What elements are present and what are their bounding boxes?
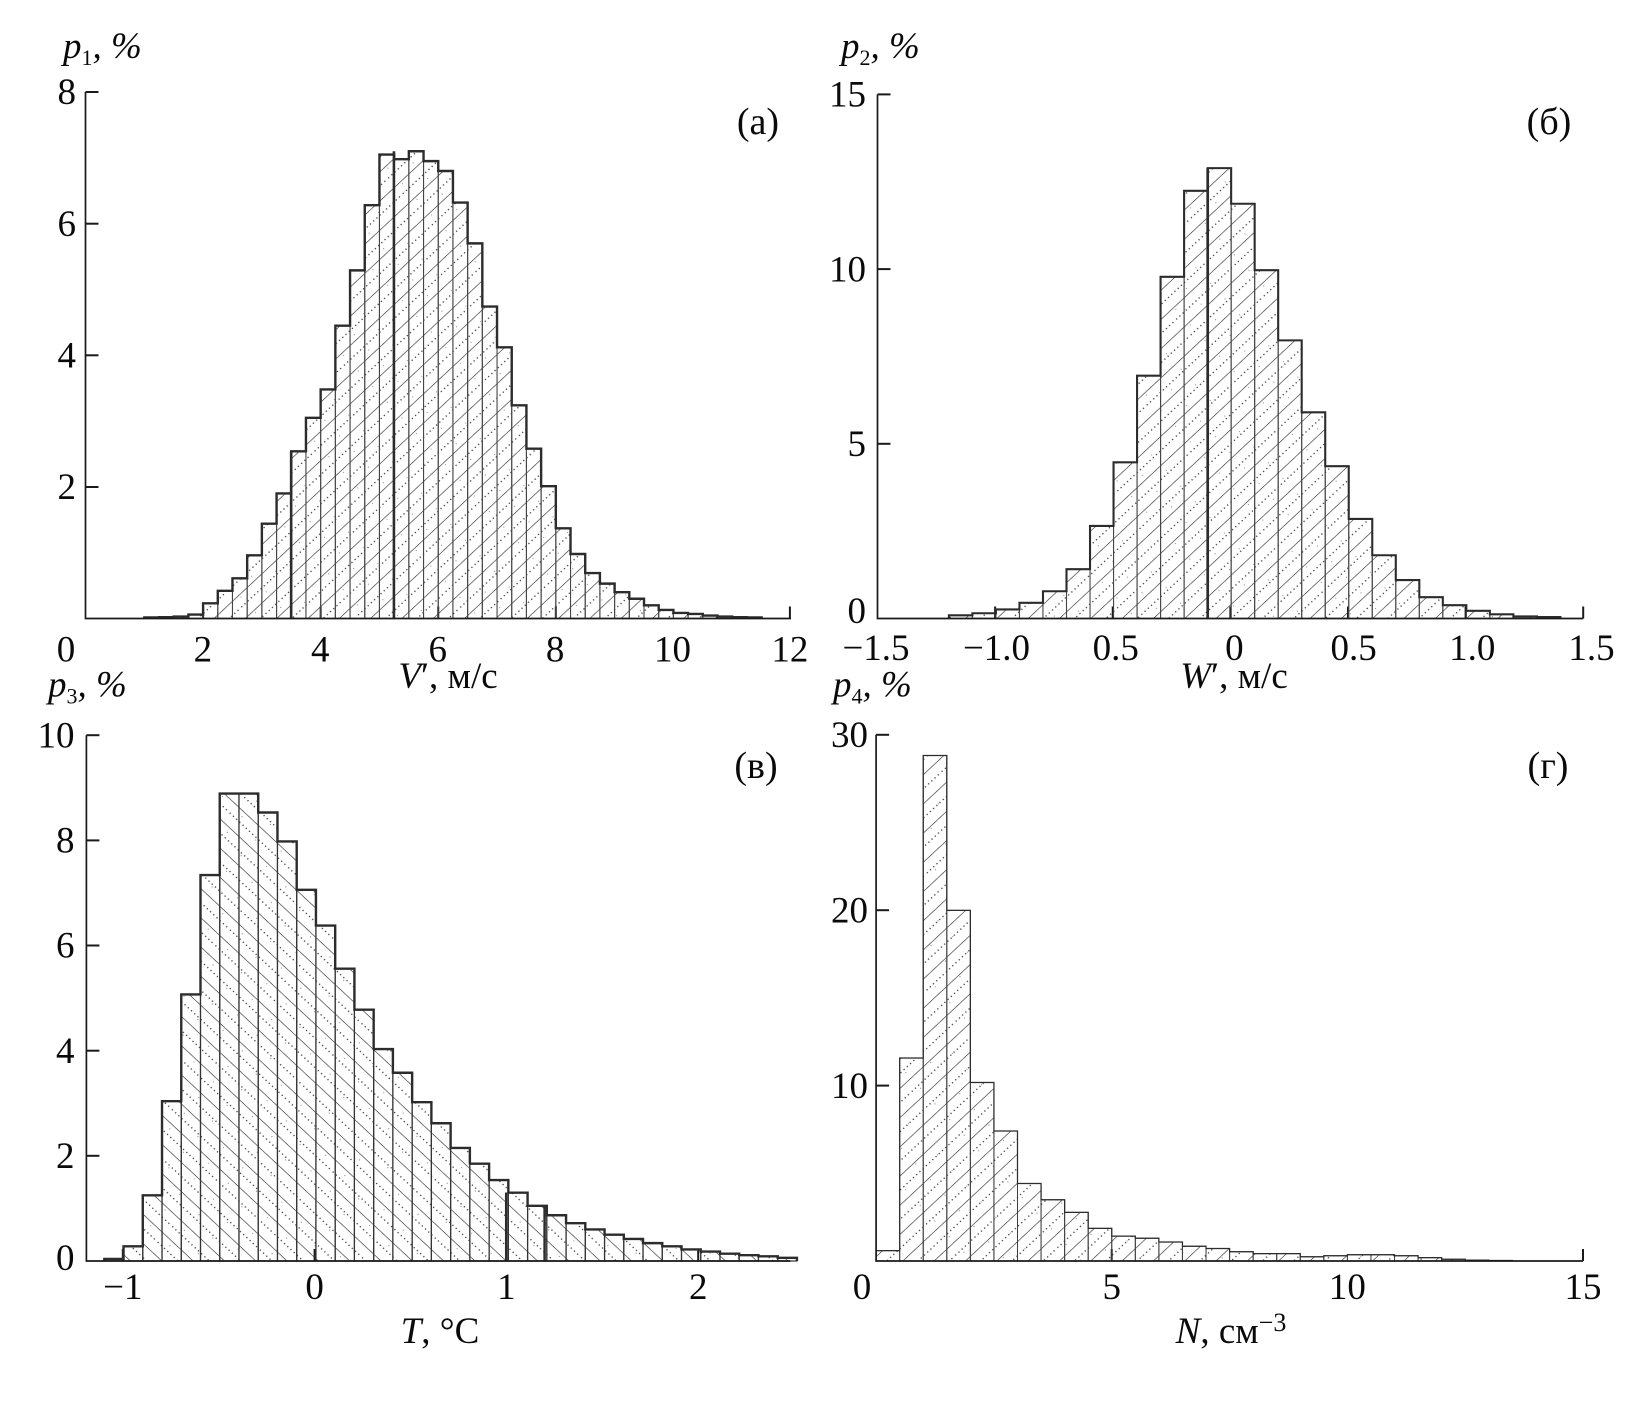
svg-text:(в): (в) <box>734 745 777 787</box>
svg-text:6: 6 <box>56 926 75 967</box>
svg-text:T, °C: T, °C <box>401 1311 480 1352</box>
svg-text:15: 15 <box>829 75 866 116</box>
svg-text:4: 4 <box>56 1031 75 1072</box>
svg-text:(г): (г) <box>1528 745 1569 787</box>
svg-text:4: 4 <box>58 336 77 377</box>
svg-text:10: 10 <box>38 715 75 756</box>
svg-text:0.5: 0.5 <box>1093 628 1139 669</box>
svg-text:0: 0 <box>57 630 76 671</box>
svg-text:p1, %: p1, % <box>60 26 142 70</box>
svg-text:10: 10 <box>1329 1267 1366 1308</box>
svg-text:(б): (б) <box>1527 101 1572 143</box>
svg-text:15: 15 <box>1565 1267 1602 1308</box>
svg-text:2: 2 <box>56 1136 75 1177</box>
svg-text:2: 2 <box>194 630 213 671</box>
svg-text:8: 8 <box>546 630 565 671</box>
svg-text:p2, %: p2, % <box>838 26 920 70</box>
svg-text:8: 8 <box>56 821 75 862</box>
svg-text:12: 12 <box>771 630 808 671</box>
svg-text:−1.0: −1.0 <box>963 628 1030 669</box>
svg-text:6: 6 <box>58 204 77 245</box>
svg-text:−1.5: −1.5 <box>842 628 909 669</box>
svg-text:1.5: 1.5 <box>1568 628 1614 669</box>
svg-text:10: 10 <box>831 1066 868 1107</box>
svg-text:N, см−3: N, см−3 <box>1175 1308 1287 1352</box>
svg-text:p4, %: p4, % <box>830 665 912 709</box>
svg-text:0: 0 <box>305 1267 324 1308</box>
svg-text:2: 2 <box>58 467 77 508</box>
svg-text:8: 8 <box>58 72 77 113</box>
svg-text:W′, м/с: W′, м/с <box>1180 656 1288 697</box>
svg-text:5: 5 <box>1102 1267 1121 1308</box>
svg-text:6: 6 <box>428 630 447 671</box>
svg-text:1: 1 <box>497 1267 516 1308</box>
svg-text:0.5: 0.5 <box>1330 628 1376 669</box>
svg-text:10: 10 <box>829 249 866 290</box>
svg-text:0: 0 <box>56 1238 75 1279</box>
svg-text:1.0: 1.0 <box>1449 628 1495 669</box>
svg-text:4: 4 <box>311 630 330 671</box>
svg-text:2: 2 <box>689 1267 708 1308</box>
svg-text:0: 0 <box>1225 628 1244 669</box>
svg-text:30: 30 <box>831 715 868 756</box>
svg-text:20: 20 <box>831 890 868 931</box>
svg-text:(a): (a) <box>737 101 779 143</box>
svg-text:0: 0 <box>848 591 867 632</box>
svg-text:V′, м/с: V′, м/с <box>398 656 497 697</box>
svg-text:10: 10 <box>654 630 691 671</box>
svg-text:0: 0 <box>853 1267 872 1308</box>
svg-text:5: 5 <box>848 424 867 465</box>
svg-text:p3, %: p3, % <box>45 665 127 709</box>
svg-text:−1: −1 <box>103 1267 142 1308</box>
